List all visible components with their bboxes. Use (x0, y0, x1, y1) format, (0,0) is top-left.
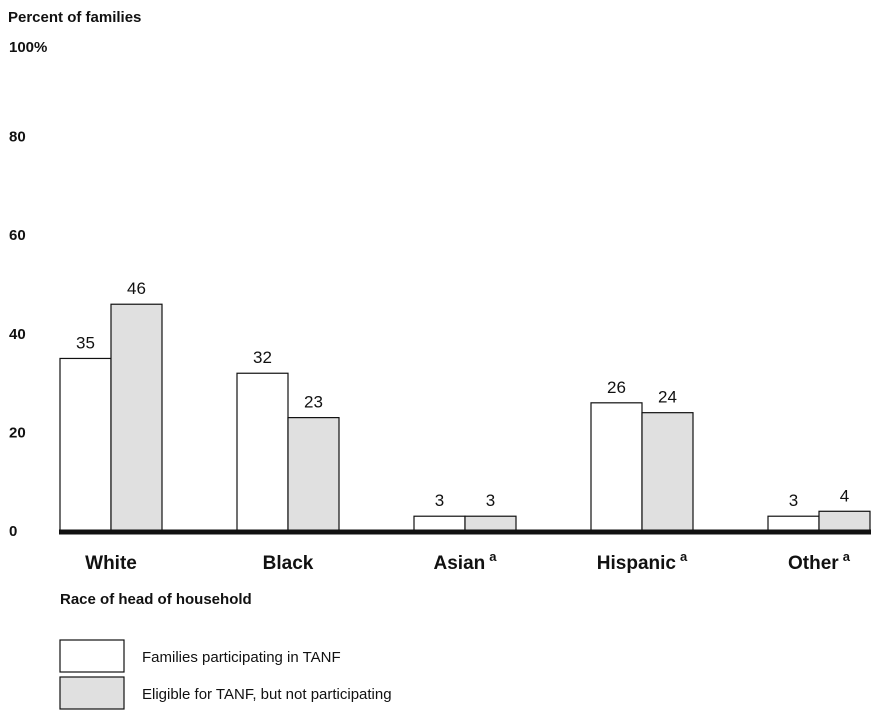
data-label: 26 (607, 378, 626, 397)
y-tick-label: 100% (9, 39, 47, 56)
y-tick-label: 0 (9, 523, 17, 540)
y-axis-title: Percent of families (8, 9, 141, 26)
bar-hispanic-eligible (641, 412, 694, 532)
bar-hispanic-participating (590, 402, 643, 532)
bar-asian-eligible (464, 515, 517, 532)
data-label: 24 (658, 388, 677, 407)
y-tick-label: 20 (9, 424, 26, 441)
data-label: 3 (789, 491, 798, 510)
category-label-asian: Asian a (434, 549, 498, 574)
data-label: 35 (76, 333, 95, 352)
legend-label-eligible: Eligible for TANF, but not participating (142, 686, 392, 703)
data-label: 23 (304, 393, 323, 412)
data-label: 32 (253, 348, 272, 367)
bar-black-participating (236, 372, 289, 532)
y-tick-label: 80 (9, 129, 26, 146)
data-label: 3 (435, 491, 444, 510)
footnote-superscript: a (680, 549, 688, 564)
bar-asian-participating (413, 515, 466, 532)
data-label: 4 (840, 486, 849, 505)
bar-white-participating (59, 357, 112, 532)
footnote-superscript: a (843, 549, 851, 564)
category-label-hispanic: Hispanic a (597, 549, 688, 574)
category-labels: White Black Asian a Hispanic a Other a (85, 549, 851, 574)
footnote-superscript: a (489, 549, 497, 564)
bar-black-eligible (287, 417, 340, 532)
x-axis-title: Race of head of household (60, 591, 252, 608)
bar-white-eligible (110, 303, 163, 532)
legend-swatch-eligible (59, 676, 125, 710)
data-label: 46 (127, 279, 146, 298)
y-tick-label: 40 (9, 326, 26, 343)
category-label-black: Black (263, 553, 314, 574)
y-tick-label: 60 (9, 227, 26, 244)
bars: 35 46 32 23 3 3 26 24 3 4 (59, 279, 871, 532)
legend: Families participating in TANF Eligible … (59, 639, 392, 710)
bar-other-eligible (818, 510, 871, 532)
legend-label-participating: Families participating in TANF (142, 649, 341, 666)
category-label-white: White (85, 553, 137, 574)
data-label: 3 (486, 491, 495, 510)
bar-other-participating (767, 515, 820, 532)
y-axis-ticks: 0 20 40 60 80 100% (9, 39, 47, 540)
category-label-other: Other a (788, 549, 851, 574)
legend-swatch-participating (59, 639, 125, 673)
